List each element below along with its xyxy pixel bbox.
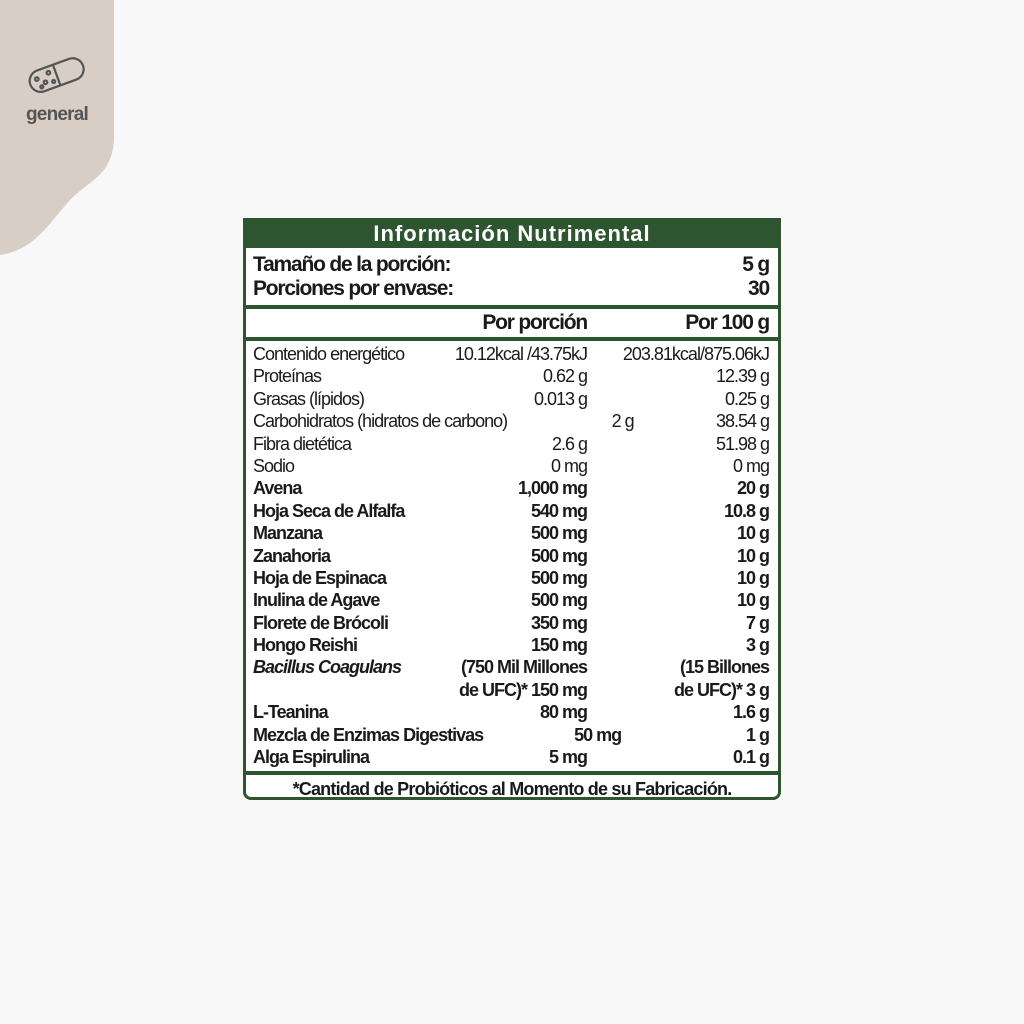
nutrient-name: Alga Espirulina xyxy=(253,747,370,768)
nutrient-name: Sodio xyxy=(253,455,295,476)
nutrient-name: Grasas (lípidos) xyxy=(253,388,365,409)
nutrient-row: Sodio 0 mg 0 mg xyxy=(253,455,770,477)
per-serving-value: (750 Mil Millones xyxy=(460,657,588,678)
nutrient-row: Inulina de Agave 500 mg 10 g xyxy=(253,589,770,611)
nutrient-name: Zanahoria xyxy=(253,545,331,566)
tab-background xyxy=(0,0,114,255)
capsule-icon xyxy=(28,57,85,93)
per-serving-value: 500 mg xyxy=(530,590,588,611)
nutrient-row: Fibra dietética 2.6 g 51.98 g xyxy=(253,433,770,455)
per-serving-value: 2.6 g xyxy=(551,433,588,454)
per-100g-value: 51.98 g xyxy=(715,433,770,454)
per-serving-value: 2 g xyxy=(611,411,635,432)
per-100g-value: 12.39 g xyxy=(715,366,770,387)
per-100g-value: 10.8 g xyxy=(723,500,770,521)
servings-label: Porciones por envase: xyxy=(253,277,454,300)
category-tab: general xyxy=(0,0,114,256)
nutrient-name: Mezcla de Enzimas Digestivas xyxy=(253,724,484,745)
nutrient-row: Carbohidratos (hidratos de carbono) 2 g 38… xyxy=(253,410,770,432)
divider xyxy=(243,337,781,341)
per-100g-value: 203.81kcal/875.06kJ xyxy=(622,344,770,364)
per-100g-value: 0.25 g xyxy=(724,388,770,409)
nutrition-facts-label: Información Nutrimental Tamaño de la por… xyxy=(243,218,781,800)
nutrient-name: Inulina de Agave xyxy=(253,590,380,611)
per-serving-value: 0.013 g xyxy=(533,388,588,409)
nutrient-row: de UFC)* 150 mg de UFC)* 3 g xyxy=(253,679,770,701)
serving-size-label: Tamaño de la porción: xyxy=(253,253,451,276)
per-serving-value: 540 mg xyxy=(530,500,588,521)
nutrient-name: Florete de Brócoli xyxy=(253,612,389,633)
per-100g-value: 3 g xyxy=(745,635,770,656)
nutrient-name: Fibra dietética xyxy=(253,433,352,454)
nutrient-name: Avena xyxy=(253,478,302,499)
per-serving-value: de UFC)* 150 mg xyxy=(458,679,588,700)
serving-size-row: Tamaño de la porción: 5 g xyxy=(253,253,770,277)
per-100g-value: 10 g xyxy=(736,567,770,588)
column-headers: Por porción Por 100 g xyxy=(253,311,770,335)
per-100g-value: 10 g xyxy=(736,545,770,566)
nutrient-name: Bacillus Coagulans xyxy=(253,657,402,678)
per-serving-value: 1,000 mg xyxy=(517,478,588,499)
nutrient-name: Hoja de Espinaca xyxy=(253,567,387,588)
nutrient-row: Alga Espirulina 5 mg 0.1 g xyxy=(253,746,770,768)
per-100g-value: 10 g xyxy=(736,523,770,544)
nutrient-name: Manzana xyxy=(253,523,323,544)
col-per-100g: Por 100 g xyxy=(685,311,770,334)
nutrient-name xyxy=(253,679,417,701)
nutrient-name: Hoja Seca de Alfalfa xyxy=(253,500,405,521)
per-100g-value: 1.6 g xyxy=(732,702,770,723)
per-serving-value: 50 mg xyxy=(574,724,622,745)
nutrient-row: Hoja Seca de Alfalfa 540 mg 10.8 g xyxy=(253,500,770,522)
nutrient-row: Zanahoria 500 mg 10 g xyxy=(253,545,770,567)
nutrient-row: L-Teanina 80 mg 1.6 g xyxy=(253,701,770,723)
per-100g-value: de UFC)* 3 g xyxy=(673,679,770,700)
per-serving-value: 150 mg xyxy=(530,635,588,656)
per-100g-value: 10 g xyxy=(736,590,770,611)
per-100g-value: 1 g xyxy=(745,724,770,745)
footnote: *Cantidad de Probióticos al Momento de s… xyxy=(292,779,733,800)
servings-row: Porciones por envase: 30 xyxy=(253,277,770,301)
per-serving-value: 500 mg xyxy=(530,523,588,544)
nutrient-row: Grasas (lípidos) 0.013 g 0.25 g xyxy=(253,388,770,410)
per-100g-value: 20 g xyxy=(736,478,770,499)
nutrient-row: Avena 1,000 mg 20 g xyxy=(253,477,770,499)
per-serving-value: 10.12kcal /43.75kJ xyxy=(454,344,588,364)
per-100g-value: 0.1 g xyxy=(732,747,770,768)
nutrient-row: Bacillus Coagulans (750 Mil Millones (15 B… xyxy=(253,656,770,678)
nutrient-row: Proteínas 0.62 g 12.39 g xyxy=(253,365,770,387)
servings-value: 30 xyxy=(748,277,770,300)
per-serving-value: 80 mg xyxy=(539,702,588,723)
nutrient-row: Hongo Reishi 150 mg 3 g xyxy=(253,634,770,656)
per-serving-value: 0.62 g xyxy=(542,366,588,387)
nutrient-name: Hongo Reishi xyxy=(253,635,358,656)
per-serving-value: 500 mg xyxy=(530,545,588,566)
per-serving-value: 350 mg xyxy=(530,612,588,633)
per-serving-value: 500 mg xyxy=(530,567,588,588)
per-100g-value: 0 mg xyxy=(732,455,770,476)
category-label: general xyxy=(26,104,89,125)
nutrient-name: L-Teanina xyxy=(253,702,329,723)
serving-size-value: 5 g xyxy=(742,253,770,276)
divider xyxy=(243,305,781,309)
nutrient-row: Contenido energético 10.12kcal /43.75kJ 20… xyxy=(253,343,770,365)
per-100g-value: 7 g xyxy=(745,612,770,633)
nutrient-name: Proteínas xyxy=(253,366,322,387)
nutrient-name: Contenido energético xyxy=(253,344,405,364)
nutrient-row: Hoja de Espinaca 500 mg 10 g xyxy=(253,567,770,589)
nutrient-row: Manzana 500 mg 10 g xyxy=(253,522,770,544)
per-100g-value: 38.54 g xyxy=(715,411,770,432)
nutrient-row: Mezcla de Enzimas Digestivas 50 mg 1 g xyxy=(253,724,770,746)
nutrient-row: Florete de Brócoli 350 mg 7 g xyxy=(253,612,770,634)
per-serving-value: 0 mg xyxy=(550,455,588,476)
divider xyxy=(243,771,781,776)
nutrient-name: Carbohidratos (hidratos de carbono) xyxy=(253,411,508,432)
label-title: Información Nutrimental xyxy=(243,218,781,248)
col-per-serving: Por porción xyxy=(482,311,588,334)
per-100g-value: (15 Billones xyxy=(679,657,770,678)
per-serving-value: 5 mg xyxy=(548,747,588,768)
